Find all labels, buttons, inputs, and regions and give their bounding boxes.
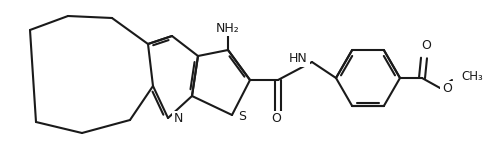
Text: NH₂: NH₂ <box>216 22 240 35</box>
Text: HN: HN <box>289 52 308 65</box>
Text: O: O <box>271 113 281 125</box>
Text: O: O <box>442 82 452 95</box>
Text: CH₃: CH₃ <box>461 70 483 84</box>
Text: O: O <box>421 39 431 52</box>
Text: N: N <box>174 113 184 125</box>
Text: S: S <box>238 111 246 124</box>
